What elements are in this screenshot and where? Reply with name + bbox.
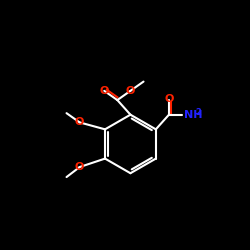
Text: O: O bbox=[75, 162, 84, 172]
Text: O: O bbox=[164, 94, 173, 104]
Text: 2: 2 bbox=[195, 108, 201, 117]
Text: O: O bbox=[100, 86, 109, 96]
Text: O: O bbox=[126, 86, 135, 96]
Text: O: O bbox=[75, 118, 84, 128]
Text: NH: NH bbox=[184, 110, 203, 120]
